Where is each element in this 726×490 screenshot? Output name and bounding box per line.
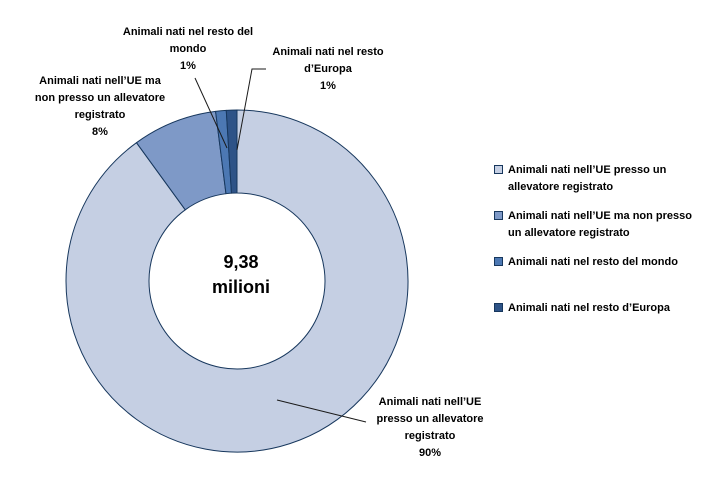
legend-item-ue-registrato: Animali nati nell’UE presso un allevator… [494, 162, 720, 208]
legend-swatch-icon [494, 211, 503, 220]
legend-swatch-icon [494, 165, 503, 174]
donut-slice [65, 109, 409, 453]
legend-swatch-icon [494, 257, 503, 266]
callout-resto-del-mondo: Animali nati nel resto del mondo 1% [122, 26, 254, 72]
legend-swatch-icon [494, 303, 503, 312]
callout-ue-non-registrato: Animali nati nell’UE ma non presso un al… [34, 75, 166, 138]
legend-item-label: Animali nati nell’UE presso un allevator… [508, 164, 667, 193]
leader-line-ue-registrato [276, 399, 367, 423]
legend-item-resto-del-mondo: Animali nati nel resto del mondo [494, 254, 720, 300]
legend-item-resto-europa: Animali nati nel resto d’Europa [494, 300, 720, 346]
legend-item-ue-non-registrato: Animali nati nell’UE ma non presso un al… [494, 208, 720, 254]
donut-slice [225, 109, 238, 194]
legend-item-label: Animali nati nel resto del mondo [508, 256, 678, 268]
chart-legend: Animali nati nell’UE presso un allevator… [494, 162, 720, 346]
leader-line-resto-europa [236, 68, 266, 151]
callout-resto-europa: Animali nati nel resto d’Europa 1% [272, 46, 384, 92]
donut-center-total-label: 9,38 milioni [212, 252, 270, 297]
legend-item-label: Animali nati nel resto d’Europa [508, 302, 670, 314]
legend-item-label: Animali nati nell’UE ma non presso un al… [508, 210, 692, 239]
callout-ue-registrato: Animali nati nell’UE presso un allevator… [376, 396, 484, 459]
leader-line-resto-del-mondo [194, 77, 228, 149]
